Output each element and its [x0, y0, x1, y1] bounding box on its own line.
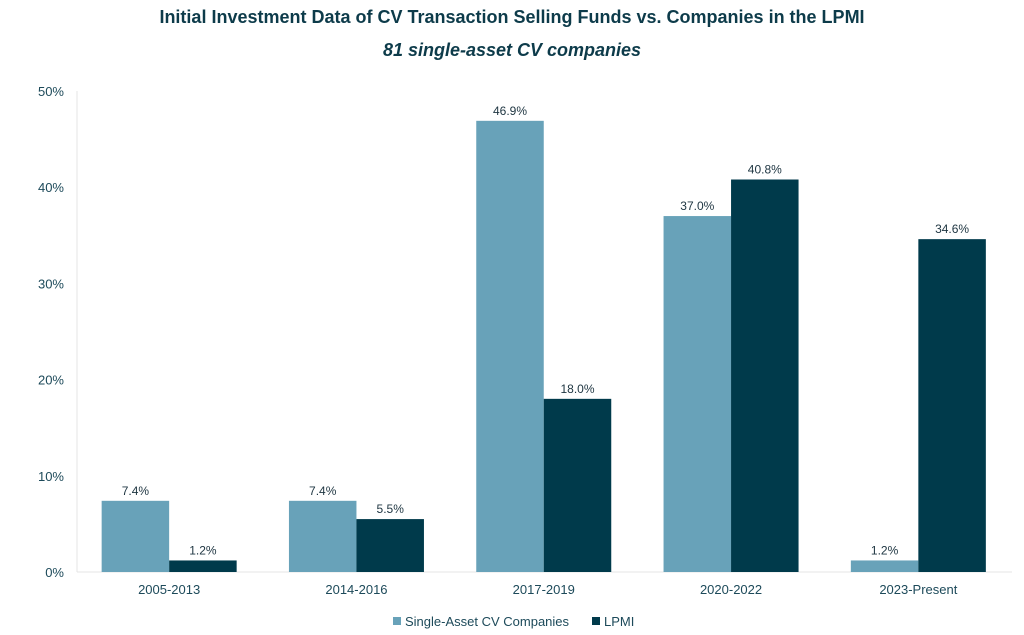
x-tick-label: 2014-2016	[325, 582, 387, 597]
bar-single-asset	[850, 560, 919, 572]
legend-label: Single-Asset CV Companies	[405, 614, 570, 629]
data-label: 37.0%	[680, 199, 714, 213]
bar-lpmi	[356, 519, 424, 572]
y-tick-label: 20%	[38, 373, 64, 388]
x-tick-label: 2020-2022	[700, 582, 762, 597]
chart-title: Initial Investment Data of CV Transactio…	[159, 7, 865, 27]
chart-subtitle: 81 single-asset CV companies	[382, 40, 642, 60]
data-label: 46.9%	[493, 104, 527, 118]
bar-lpmi	[731, 179, 799, 572]
data-label: 1.2%	[871, 543, 899, 557]
legend-swatch	[592, 617, 600, 625]
data-label: 7.4%	[122, 484, 150, 498]
data-label: 5.5%	[377, 502, 405, 516]
y-tick-label: 0%	[45, 565, 64, 580]
x-tick-label: 2017-2019	[513, 582, 575, 597]
x-tick-label: 2023-Present	[879, 582, 957, 597]
data-label: 34.6%	[935, 222, 969, 236]
x-tick-label: 2005-2013	[138, 582, 200, 597]
data-label: 40.8%	[748, 163, 782, 177]
y-tick-label: 40%	[38, 180, 64, 195]
data-label: 7.4%	[309, 484, 337, 498]
bar-single-asset	[101, 500, 170, 572]
bar-single-asset	[663, 216, 732, 572]
bar-lpmi	[543, 398, 612, 572]
y-tick-label: 30%	[38, 276, 64, 291]
bar-single-asset	[288, 500, 357, 572]
bar-lpmi	[918, 239, 986, 572]
bar-lpmi	[169, 560, 237, 572]
legend-swatch	[393, 617, 401, 625]
y-tick-label: 10%	[38, 469, 64, 484]
bar-single-asset	[476, 120, 544, 573]
data-label: 18.0%	[560, 382, 594, 396]
data-label: 1.2%	[189, 543, 217, 557]
legend-label: LPMI	[604, 614, 634, 629]
y-tick-label: 50%	[38, 84, 64, 99]
